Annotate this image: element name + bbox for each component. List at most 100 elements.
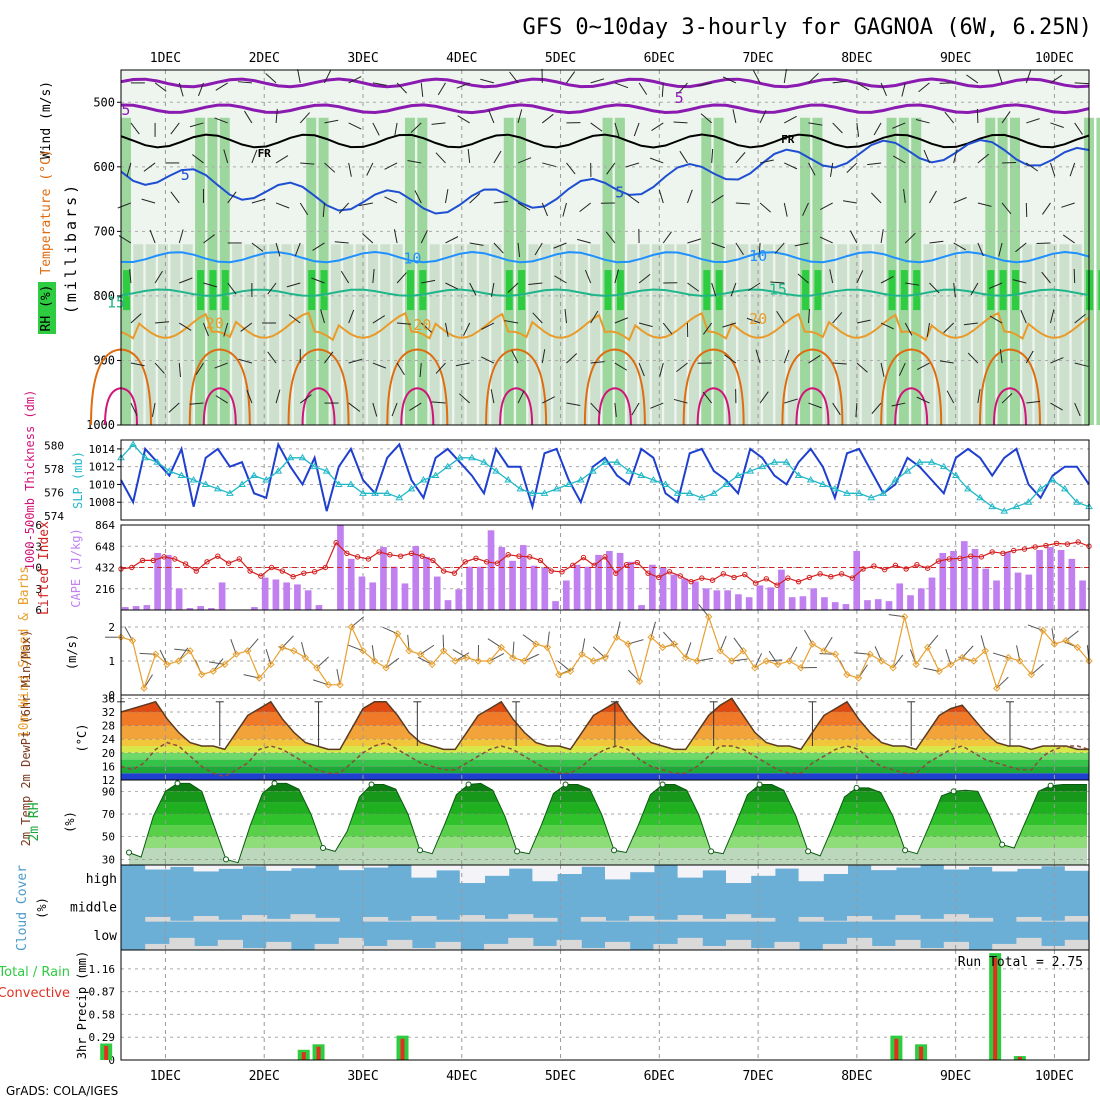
cloud-middle (701, 918, 727, 922)
wind-frame (120, 609, 1090, 696)
li-marker (365, 556, 372, 562)
wind-marker (278, 643, 287, 652)
wind-barb (880, 275, 894, 284)
wind-marker (854, 674, 863, 682)
rh-band (129, 836, 1087, 848)
wind-barb (679, 150, 688, 164)
temp-bands (121, 698, 1089, 780)
cape-bar (401, 583, 409, 610)
wind-marker (439, 647, 448, 655)
wind-marker (693, 657, 701, 665)
date-label-top: 5DEC (545, 51, 576, 66)
thickness-marker (238, 480, 246, 487)
wind-barb (553, 242, 567, 249)
cloud-high (871, 865, 897, 871)
thickness-marker (589, 467, 597, 474)
wind-marker (843, 670, 851, 679)
wind-barb (944, 111, 955, 124)
wind-barb (1069, 162, 1076, 177)
li-marker (967, 553, 974, 559)
wind-barb (759, 202, 771, 213)
wind-barb (348, 402, 361, 412)
wind-marker (1027, 670, 1036, 679)
li-marker (838, 571, 845, 577)
wind-barb (151, 402, 156, 417)
cape-bar (821, 597, 828, 610)
thickness-marker (625, 467, 634, 474)
wind-marker (359, 647, 367, 655)
wind-barb (480, 78, 495, 84)
wind-barb (759, 159, 774, 164)
wind-barb (687, 238, 702, 244)
wind-barb (977, 153, 990, 164)
rh-shading-column (824, 244, 835, 425)
temp-tick-label: 24 (102, 733, 116, 746)
cape-bar (261, 577, 269, 610)
precip-convective-bar (316, 1046, 321, 1060)
rh-shading-column (392, 244, 403, 425)
thickness-marker (601, 458, 609, 465)
cape-bar (831, 602, 839, 610)
wind-barb (808, 162, 816, 176)
wind-barb (746, 317, 761, 324)
cape-bar (466, 566, 473, 610)
wind-barb (437, 82, 446, 96)
wind-barb (312, 242, 325, 251)
wind-barb (566, 353, 578, 364)
contour-label: 5 (121, 101, 130, 119)
cloud-low (726, 939, 752, 950)
wind-barb (733, 637, 744, 652)
wind-barb (517, 390, 525, 404)
wind-barb (1062, 234, 1075, 244)
thickness-marker (1060, 484, 1069, 492)
wind-barb (1050, 402, 1063, 411)
wind-barb (614, 82, 629, 89)
temp-line (120, 697, 1089, 751)
wind-barb (711, 194, 724, 204)
thickness-marker (927, 458, 936, 465)
wind-barb (1031, 663, 1044, 675)
isotherm-25-hump (188, 348, 251, 426)
thickness-marker (637, 471, 646, 479)
thickness-marker (419, 476, 428, 483)
legend-total-rain: Total / Rain (0, 965, 70, 980)
temp-band (121, 766, 1089, 774)
thickness-marker (613, 458, 621, 465)
rh-band (129, 783, 1087, 792)
wind-barb (396, 82, 407, 94)
rh-band (129, 848, 1087, 865)
thickness-marker (1073, 498, 1081, 505)
li-marker (677, 573, 683, 579)
cape-bar (950, 550, 957, 610)
cape-bar (735, 594, 742, 610)
wind-marker (197, 670, 206, 679)
thickness-marker (964, 484, 972, 492)
date-label-bottom: 5DEC (545, 1069, 576, 1084)
cloud-high (193, 865, 219, 872)
label-2m-temp: 2m Temp 2m DewPt (6hr Min/Max) (19, 630, 33, 847)
cloud-middle (169, 920, 195, 922)
wind-barb (963, 322, 978, 326)
cape-bar (175, 588, 183, 610)
wind-marker (716, 647, 724, 655)
rh-shading-column (972, 244, 983, 425)
isotherm-30-hump (597, 387, 632, 426)
wind-marker (232, 650, 240, 658)
wind-barb (939, 360, 954, 364)
cloud-middle (411, 916, 437, 922)
wind-barb (481, 322, 495, 330)
li-marker (1043, 542, 1049, 549)
wind-barb (154, 270, 163, 284)
wind-marker (255, 674, 263, 682)
wind-barb (1012, 279, 1027, 284)
wind-marker (578, 650, 586, 658)
cloud-high (822, 865, 848, 875)
thickness-marker (455, 453, 464, 461)
wind-barb (362, 233, 374, 244)
li-marker (204, 559, 210, 565)
wind-barb (832, 80, 847, 84)
cloud-middle (217, 919, 243, 922)
thickness-marker (480, 458, 488, 465)
thickness-marker (1048, 476, 1057, 483)
wind-marker (209, 667, 217, 675)
